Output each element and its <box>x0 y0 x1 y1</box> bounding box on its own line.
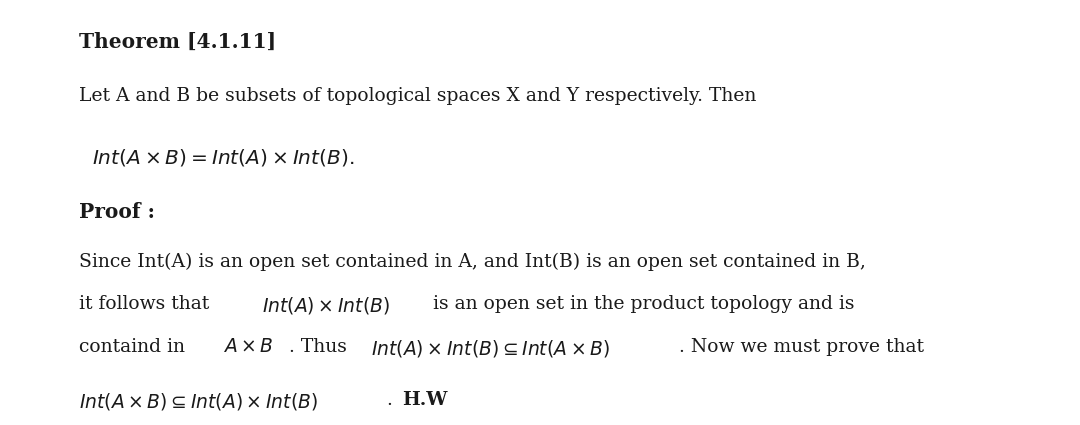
Text: Let A and B be subsets of topological spaces X and Y respectively. Then: Let A and B be subsets of topological sp… <box>79 87 756 105</box>
Text: $A \times B$: $A \times B$ <box>224 338 274 356</box>
Text: it follows that: it follows that <box>79 295 221 313</box>
Text: H.W: H.W <box>403 391 448 409</box>
Text: is an open set in the product topology and is: is an open set in the product topology a… <box>428 295 855 313</box>
Text: $\mathit{Int}(A \times B) \subseteq \mathit{Int}(A) \times \mathit{Int}(B)$: $\mathit{Int}(A \times B) \subseteq \mat… <box>79 391 318 412</box>
Text: .: . <box>387 391 399 409</box>
Text: . Now we must prove that: . Now we must prove that <box>679 338 924 356</box>
Text: Proof :: Proof : <box>79 202 154 222</box>
Text: containd in: containd in <box>79 338 191 356</box>
Text: Since Int(A) is an open set contained in A, and Int(B) is an open set contained : Since Int(A) is an open set contained in… <box>79 253 866 271</box>
Text: . Thus: . Thus <box>288 338 352 356</box>
Text: $\mathit{Int}(A \times B) = \mathit{Int}(A) \times \mathit{Int}(B).$: $\mathit{Int}(A \times B) = \mathit{Int}… <box>92 147 354 167</box>
Text: $\mathit{Int}(A) \times \mathit{Int}(B) \subseteq \mathit{Int}(A \times B)$: $\mathit{Int}(A) \times \mathit{Int}(B) … <box>372 338 610 359</box>
Text: Theorem [4.1.11]: Theorem [4.1.11] <box>79 32 276 52</box>
Text: $\mathit{Int}(A) \times \mathit{Int}(B)$: $\mathit{Int}(A) \times \mathit{Int}(B)$ <box>262 295 390 316</box>
